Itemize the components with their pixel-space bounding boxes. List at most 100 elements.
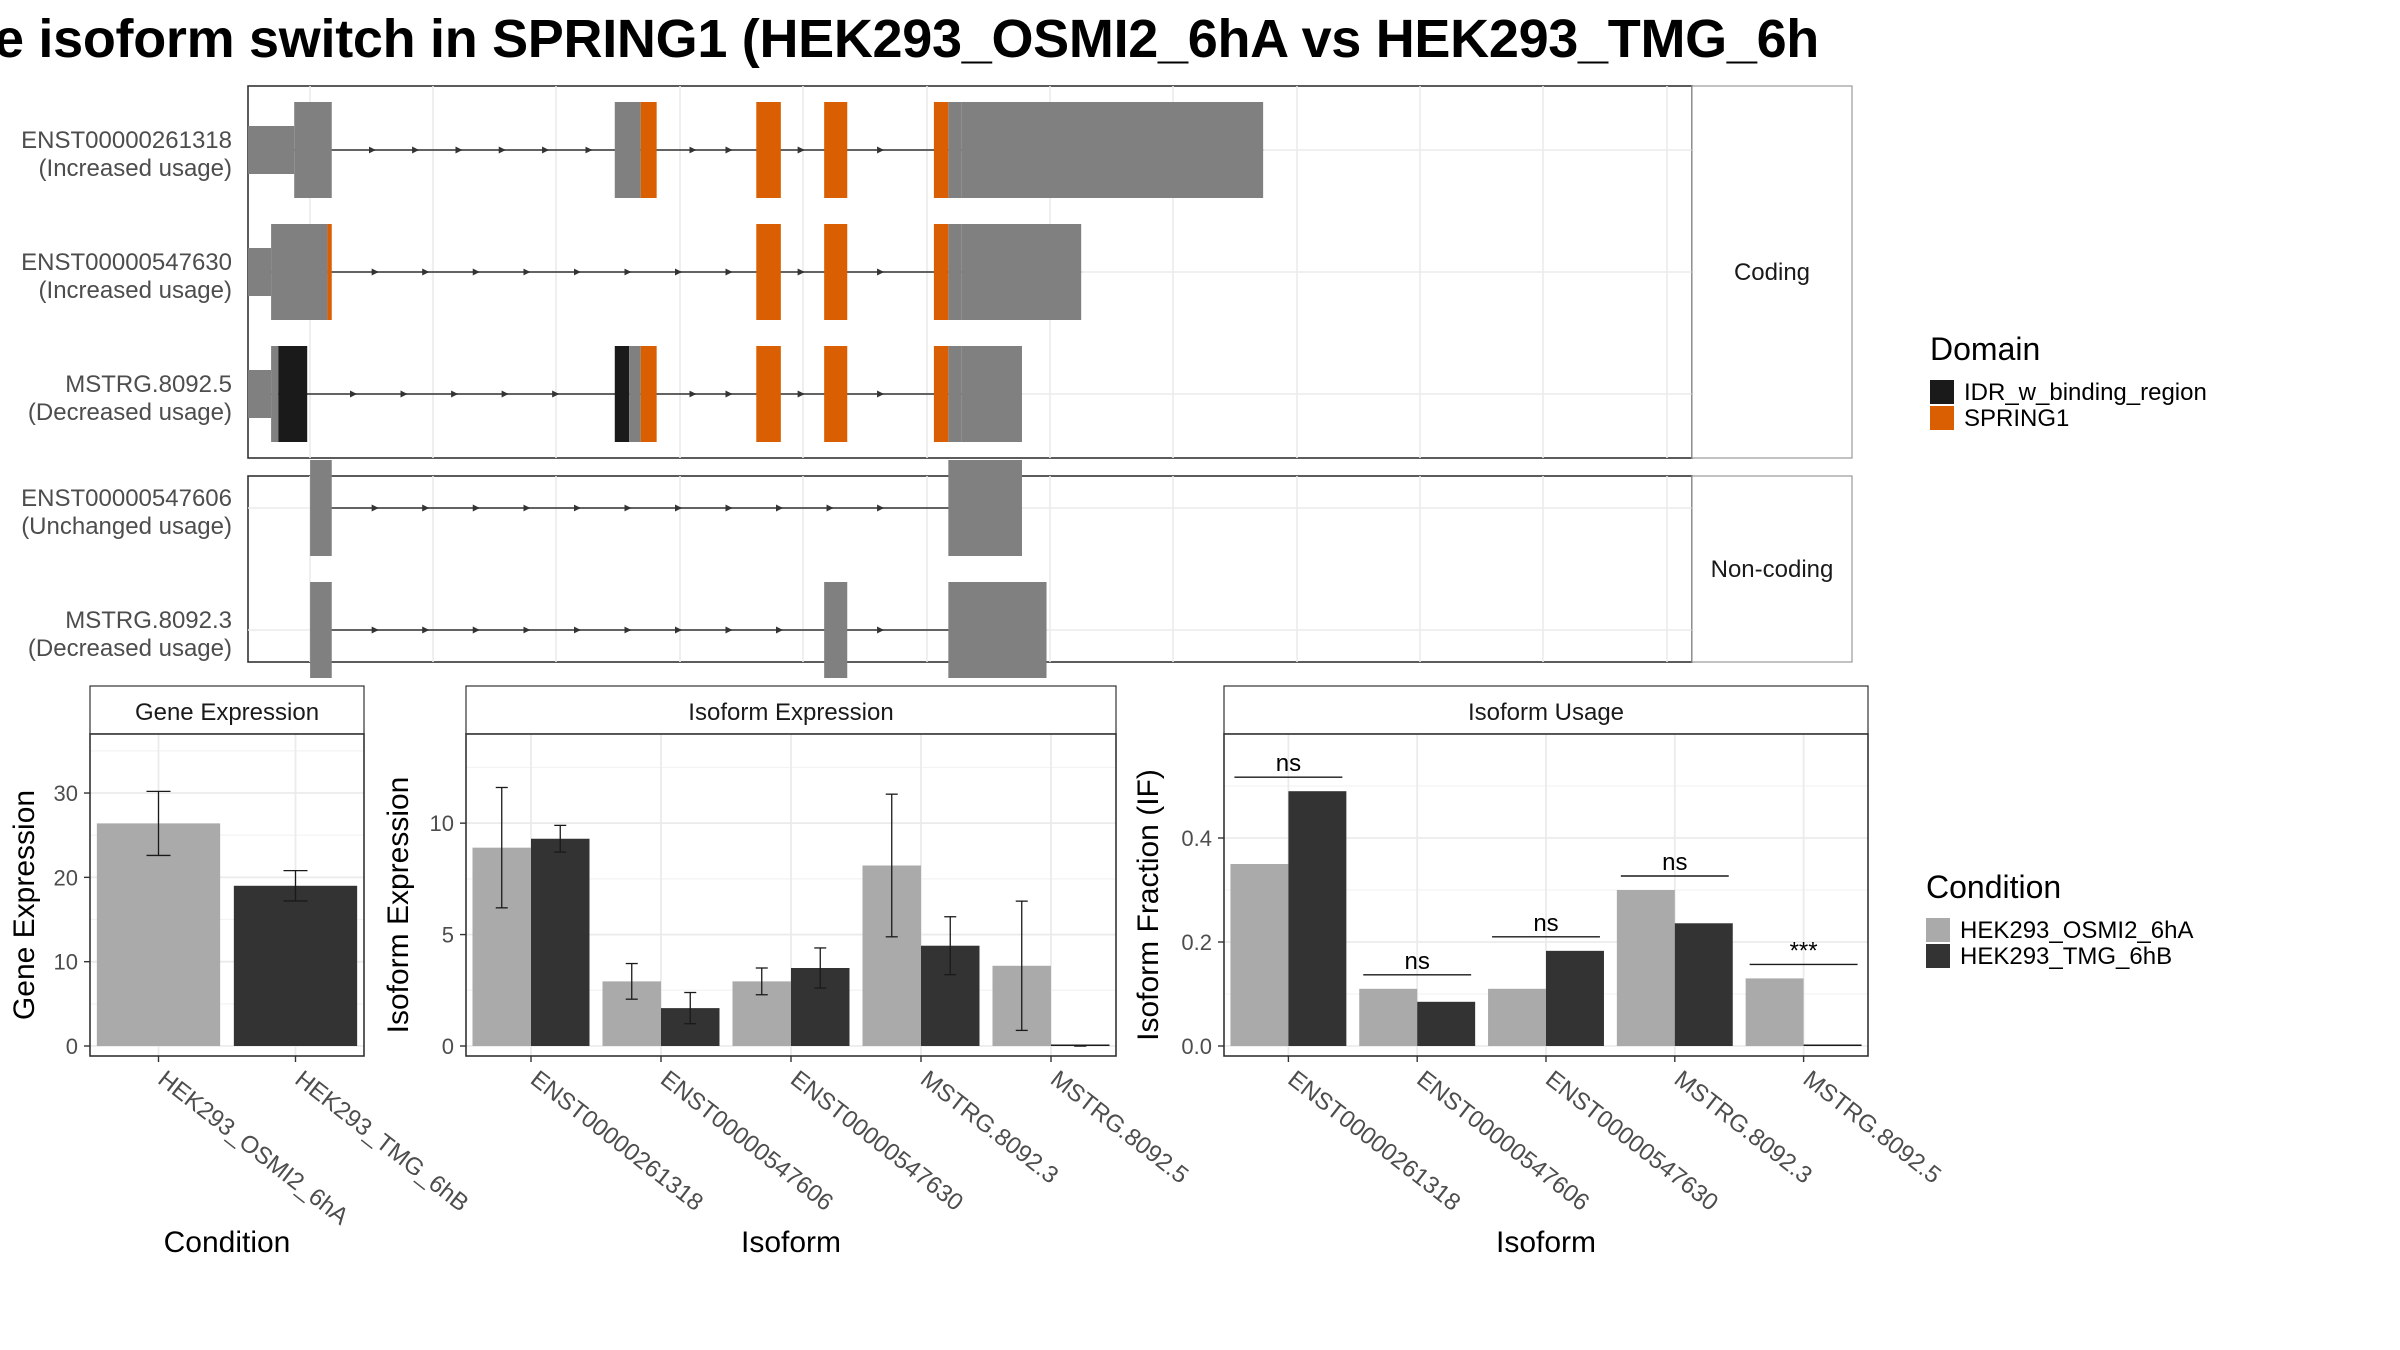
- transcript-id: MSTRG.8092.5: [65, 371, 232, 398]
- legend-key: [1926, 918, 1950, 942]
- significance-label: ***: [1790, 937, 1818, 964]
- facet-strip: [89, 685, 365, 735]
- y-tick-label: 0: [66, 1034, 78, 1059]
- legend-key: [1926, 944, 1950, 968]
- y-tick-label: 5: [442, 923, 454, 948]
- panel-border: [89, 733, 365, 1057]
- facet-strip: [1223, 685, 1869, 735]
- facet-strip-label: Coding: [1734, 259, 1810, 286]
- exon-block: [629, 346, 641, 442]
- x-axis-title: Condition: [164, 1226, 291, 1259]
- bar-panel: Isoform Expression0510ENST00000261318ENS…: [382, 685, 1193, 1259]
- bar: [1230, 864, 1289, 1046]
- exon-block: [310, 460, 332, 556]
- transcript-usage: (Decreased usage): [28, 635, 232, 662]
- exon-block: [614, 346, 630, 442]
- legend-label: SPRING1: [1964, 405, 2069, 432]
- x-tick-label: MSTRG.8092.5: [1798, 1065, 1946, 1189]
- exon-block: [948, 582, 1047, 678]
- transcript-usage: (Decreased usage): [28, 399, 232, 426]
- bar: [1674, 923, 1733, 1046]
- exon-block: [278, 346, 308, 442]
- bar-panel: Gene Expression0102030HEK293_OSMI2_6hAHE…: [8, 685, 474, 1259]
- facet-strip: [465, 685, 1117, 735]
- bar: [1051, 1044, 1110, 1046]
- y-axis-title: Gene Expression: [8, 790, 41, 1020]
- bar: [233, 885, 358, 1046]
- exon-block: [756, 102, 781, 198]
- transcript-usage: (Increased usage): [39, 155, 232, 182]
- y-axis-title: Isoform Fraction (IF): [1132, 769, 1165, 1041]
- legend-label: HEK293_TMG_6hB: [1960, 943, 2172, 970]
- exon-block: [271, 224, 328, 320]
- significance-label: ns: [1662, 849, 1687, 876]
- significance-label: ns: [1533, 910, 1558, 937]
- significance-label: ns: [1276, 750, 1301, 777]
- bar: [1488, 988, 1546, 1046]
- y-tick-label: 30: [54, 781, 78, 806]
- exon-block: [248, 126, 295, 174]
- exon-block: [933, 102, 949, 198]
- bar: [1803, 1044, 1862, 1046]
- y-tick-label: 10: [430, 811, 454, 836]
- y-tick-label: 0.4: [1181, 826, 1212, 851]
- y-tick-label: 10: [54, 950, 78, 975]
- bar: [1359, 988, 1418, 1046]
- exon-block: [327, 224, 332, 320]
- bar: [1546, 950, 1604, 1046]
- exon-block: [640, 102, 657, 198]
- transcript-track: MSTRG.8092.5(Decreased usage): [28, 346, 1022, 442]
- exon-block: [248, 370, 272, 418]
- gene-structure-panel: Coding ENST00000261318(Increased usage) EN…: [21, 85, 1853, 459]
- exon-block: [614, 102, 641, 198]
- significance-label: ns: [1405, 948, 1430, 975]
- exon-block: [948, 346, 962, 442]
- transcript-usage: (Increased usage): [39, 277, 232, 304]
- facet-strip-label: Gene Expression: [135, 699, 319, 726]
- transcript-id: ENST00000547630: [21, 249, 232, 276]
- facet-strip-label: Isoform Usage: [1468, 699, 1624, 726]
- legend-title: Domain: [1930, 331, 2040, 367]
- transcript-id: ENST00000547606: [21, 485, 232, 512]
- legend-title: Condition: [1926, 869, 2061, 905]
- gene-structure-panel: Non-coding ENST00000547606(Unchanged usag…: [21, 460, 1853, 678]
- bar-panel: Isoform Usagensnsnsns***0.00.20.4ENST000…: [1132, 685, 1946, 1259]
- exon-block: [948, 460, 1022, 556]
- transcript-usage: (Unchanged usage): [21, 513, 232, 540]
- legend-key: [1930, 380, 1954, 404]
- exon-block: [948, 224, 962, 320]
- exon-block: [248, 248, 272, 296]
- exon-block: [933, 224, 949, 320]
- y-tick-label: 0.0: [1181, 1034, 1212, 1059]
- x-axis-title: Isoform: [1496, 1226, 1596, 1259]
- exon-block: [933, 346, 949, 442]
- facet-strip: [1691, 85, 1853, 459]
- exon-block: [824, 102, 848, 198]
- exon-block: [961, 224, 1082, 320]
- exon-block: [961, 346, 1022, 442]
- transcript-track: ENST00000547606(Unchanged usage): [21, 460, 1022, 556]
- bar: [1745, 978, 1804, 1046]
- y-tick-label: 20: [54, 865, 78, 890]
- transcript-id: MSTRG.8092.3: [65, 607, 232, 634]
- exon-block: [310, 582, 332, 678]
- exon-block: [961, 102, 1264, 198]
- x-axis-title: Isoform: [741, 1226, 841, 1259]
- legend-label: IDR_w_binding_region: [1964, 379, 2207, 406]
- exon-block: [756, 224, 781, 320]
- legend-label: HEK293_OSMI2_6hA: [1960, 917, 2193, 944]
- y-tick-label: 0: [442, 1034, 454, 1059]
- facet-strip-label: Non-coding: [1711, 556, 1834, 583]
- bar: [96, 823, 221, 1046]
- exon-block: [824, 582, 848, 678]
- exon-block: [756, 346, 781, 442]
- exon-block: [824, 346, 848, 442]
- bar: [1616, 890, 1675, 1046]
- transcript-track: ENST00000261318(Increased usage): [21, 102, 1264, 198]
- exon-block: [640, 346, 657, 442]
- bar: [1288, 791, 1347, 1046]
- x-tick-label: MSTRG.8092.5: [1045, 1065, 1193, 1189]
- facet-strip: [1691, 475, 1853, 663]
